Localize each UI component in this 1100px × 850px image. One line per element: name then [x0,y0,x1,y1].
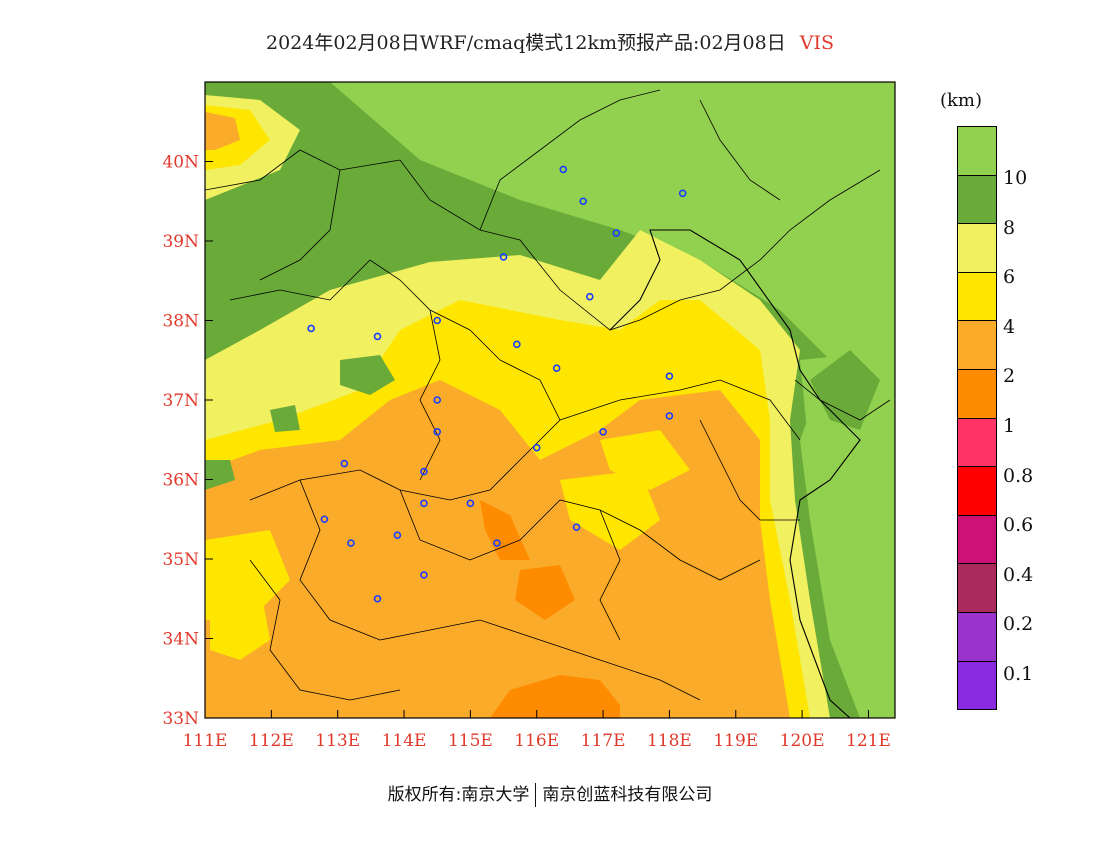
city-marker [499,253,508,261]
copyright-text: 版权所有:南京大学 [387,785,530,805]
lon-label: 115E [448,731,493,751]
legend-label: 10 [1003,167,1028,189]
legend-swatch [957,320,997,370]
visibility-field [205,82,895,718]
city-marker [320,515,329,524]
lat-label: 40N [162,153,199,173]
city-marker [612,229,621,237]
city-marker [513,340,521,349]
city-marker [307,324,315,333]
city-marker [340,459,349,468]
city-marker [572,523,581,532]
lat-label: 34N [162,630,199,650]
legend-swatch [957,660,997,711]
lon-label: 111E [183,731,228,751]
city-marker [678,189,687,198]
company-name: 南京创蓝科技有限公司 [542,785,713,805]
lat-label: 33N [162,709,199,729]
city-marker [665,412,674,420]
lon-label: 118E [647,731,692,751]
color-legend [957,126,997,711]
footer-divider [535,783,537,807]
lon-label: 114E [382,731,427,751]
footer: 版权所有:南京大学 南京创蓝科技有限公司 [0,780,1100,807]
city-marker [420,467,428,476]
legend-swatch [957,466,997,516]
legend-swatch [957,126,997,176]
title-text: 2024年02月08日WRF/cmaq模式12km预报产品:02月08日 [266,32,786,54]
map-title: 2024年02月08日WRF/cmaq模式12km预报产品:02月08日 VIS [0,28,1100,55]
legend-swatch [957,563,997,613]
city-marker [586,292,594,301]
legend-swatch [957,368,997,419]
legend-label: 1 [1003,415,1016,437]
lon-label: 113E [315,731,360,751]
city-marker [579,197,587,206]
legend-label: 0.4 [1003,563,1034,586]
city-marker [493,539,501,547]
city-marker [532,443,541,452]
city-marker [420,499,428,508]
axis-ticks: 111E 112E 113E 114E 115E 116E 117E 118E 119E 120E… [162,153,890,752]
legend-swatch [957,417,997,468]
city-marker [347,539,355,547]
variable-label: VIS [799,32,834,54]
legend-swatch [957,611,997,662]
city-marker [433,396,442,404]
legend-label: 4 [1003,315,1016,338]
legend-label: 6 [1003,266,1016,289]
legend-label: 0.1 [1003,663,1034,685]
lon-label: 117E [581,731,626,751]
legend-label: 0.8 [1003,464,1034,487]
city-marker [433,427,442,436]
lat-label: 38N [162,312,199,332]
city-marker [599,427,607,436]
lat-label: 37N [162,391,199,411]
lat-label: 36N [162,471,199,491]
city-marker [393,531,402,539]
legend-swatch [957,223,997,273]
lat-label: 39N [162,232,199,252]
city-marker [433,316,442,325]
city-marker [559,165,568,174]
legend-label: 0.6 [1003,514,1034,537]
legend-label: 8 [1003,216,1016,239]
lon-label: 121E [846,731,891,751]
legend-swatch [957,514,997,565]
city-marker [466,499,475,508]
lat-label: 35N [162,550,199,570]
lon-label: 119E [713,731,758,751]
city-markers [307,165,687,603]
legend-swatch [957,174,997,225]
legend-swatch [957,271,997,322]
city-marker [665,372,674,380]
city-marker [552,364,561,373]
city-marker [373,594,382,603]
lon-label: 112E [249,731,294,751]
city-marker [373,332,382,341]
legend-label: 0.2 [1003,613,1034,636]
lon-label: 120E [780,731,825,751]
city-marker [420,571,428,579]
legend-unit: (km) [940,90,983,111]
legend-label: 2 [1003,365,1016,388]
lon-label: 116E [514,731,559,751]
